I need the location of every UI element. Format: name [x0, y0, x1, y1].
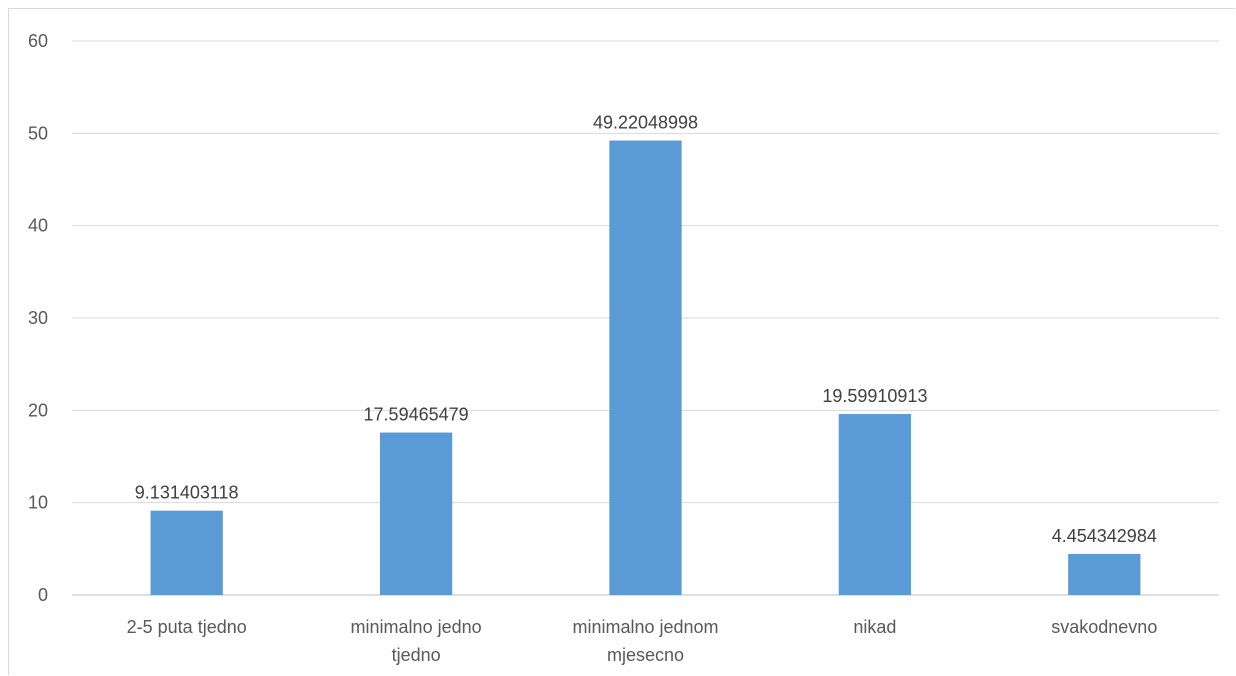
- bar: [1068, 553, 1141, 595]
- category-label: mjesecno: [607, 645, 684, 665]
- y-tick-label: 50: [28, 123, 48, 143]
- category-label: minimalno jednom: [572, 617, 718, 637]
- category-label: nikad: [853, 617, 896, 637]
- bar: [150, 510, 223, 595]
- category-label: svakodnevno: [1051, 617, 1157, 637]
- y-tick-label: 10: [28, 493, 48, 513]
- data-label: 4.454342984: [1052, 526, 1157, 546]
- bar: [838, 414, 912, 595]
- data-label: 49.22048998: [593, 113, 698, 133]
- data-label: 19.59910913: [822, 386, 927, 406]
- y-tick-label: 40: [28, 216, 48, 236]
- y-tick-label: 30: [28, 308, 48, 328]
- category-label: 2-5 puta tjedno: [127, 617, 247, 637]
- chart-frame: [8, 8, 1235, 675]
- category-label: minimalno jedno: [351, 617, 482, 637]
- y-tick-label: 20: [28, 400, 48, 420]
- y-tick-label: 60: [28, 31, 48, 51]
- data-label: 9.131403118: [135, 483, 239, 503]
- category-label: tjedno: [392, 645, 441, 665]
- y-tick-label: 0: [38, 585, 48, 605]
- data-label: 17.59465479: [364, 405, 469, 425]
- bar: [379, 432, 453, 595]
- bar: [609, 140, 682, 595]
